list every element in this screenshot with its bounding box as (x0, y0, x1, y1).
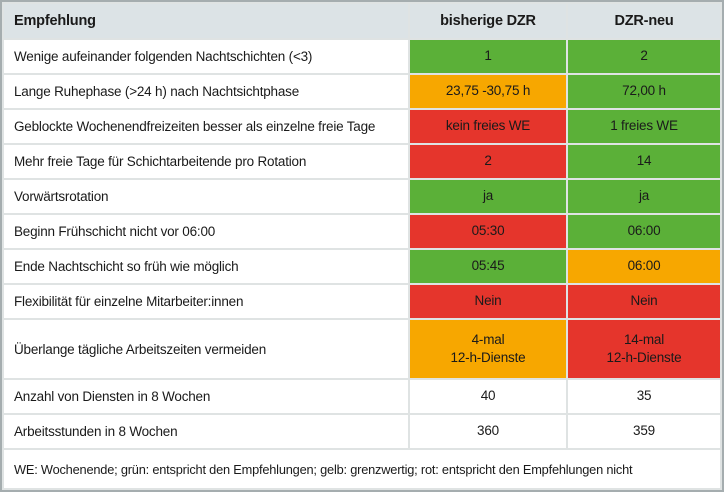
row-value-previous: 2 (410, 145, 566, 178)
row-label: Ende Nachtschicht so früh wie möglich (4, 250, 408, 283)
table-row: Wenige aufeinander folgenden Nachtschich… (4, 40, 720, 73)
row-label: Vorwärtsrotation (4, 180, 408, 213)
row-value-new: 2 (568, 40, 720, 73)
table-row: Flexibilität für einzelne Mitarbeiter:in… (4, 285, 720, 318)
row-value-previous: 4-mal 12-h-Dienste (410, 320, 566, 378)
table-row: Lange Ruhephase (>24 h) nach Nachtsichtp… (4, 75, 720, 108)
header-dzr-new: DZR-neu (568, 4, 720, 38)
table-row: Geblockte Wochenendfreizeiten besser als… (4, 110, 720, 143)
table-row: Ende Nachtschicht so früh wie möglich 05… (4, 250, 720, 283)
row-label: Flexibilität für einzelne Mitarbeiter:in… (4, 285, 408, 318)
header-recommendation: Empfehlung (4, 4, 408, 38)
row-label: Lange Ruhephase (>24 h) nach Nachtsichtp… (4, 75, 408, 108)
row-value-previous: 40 (410, 380, 566, 413)
table-row: Überlange tägliche Arbeitszeiten vermeid… (4, 320, 720, 378)
table-row: Beginn Frühschicht nicht vor 06:00 05:30… (4, 215, 720, 248)
row-label: Wenige aufeinander folgenden Nachtschich… (4, 40, 408, 73)
row-value-previous: 1 (410, 40, 566, 73)
row-value-new: 72,00 h (568, 75, 720, 108)
row-value-new: 14-mal 12-h-Dienste (568, 320, 720, 378)
row-label: Geblockte Wochenendfreizeiten besser als… (4, 110, 408, 143)
row-label: Arbeitsstunden in 8 Wochen (4, 415, 408, 448)
table-row: Anzahl von Diensten in 8 Wochen 40 35 (4, 380, 720, 413)
row-label: Beginn Frühschicht nicht vor 06:00 (4, 215, 408, 248)
row-value-previous: ja (410, 180, 566, 213)
header-previous-dzr: bisherige DZR (410, 4, 566, 38)
table-row: Arbeitsstunden in 8 Wochen 360 359 (4, 415, 720, 448)
row-label: Mehr freie Tage für Schichtarbeitende pr… (4, 145, 408, 178)
row-value-new: 14 (568, 145, 720, 178)
row-value-previous: 05:45 (410, 250, 566, 283)
row-value-new: 06:00 (568, 250, 720, 283)
row-value-new: ja (568, 180, 720, 213)
table-header-row: Empfehlung bisherige DZR DZR-neu (4, 4, 720, 38)
row-value-new: 1 freies WE (568, 110, 720, 143)
row-value-new: 06:00 (568, 215, 720, 248)
row-value-previous: kein freies WE (410, 110, 566, 143)
row-label: Anzahl von Diensten in 8 Wochen (4, 380, 408, 413)
legend-text: WE: Wochenende; grün: entspricht den Emp… (4, 450, 720, 488)
row-value-new: 359 (568, 415, 720, 448)
row-value-previous: Nein (410, 285, 566, 318)
row-value-previous: 05:30 (410, 215, 566, 248)
row-value-previous: 360 (410, 415, 566, 448)
table-legend-row: WE: Wochenende; grün: entspricht den Emp… (4, 450, 720, 488)
row-label: Überlange tägliche Arbeitszeiten vermeid… (4, 320, 408, 378)
table-row: Vorwärtsrotation ja ja (4, 180, 720, 213)
table-row: Mehr freie Tage für Schichtarbeitende pr… (4, 145, 720, 178)
row-value-new: Nein (568, 285, 720, 318)
row-value-previous: 23,75 -30,75 h (410, 75, 566, 108)
row-value-new: 35 (568, 380, 720, 413)
